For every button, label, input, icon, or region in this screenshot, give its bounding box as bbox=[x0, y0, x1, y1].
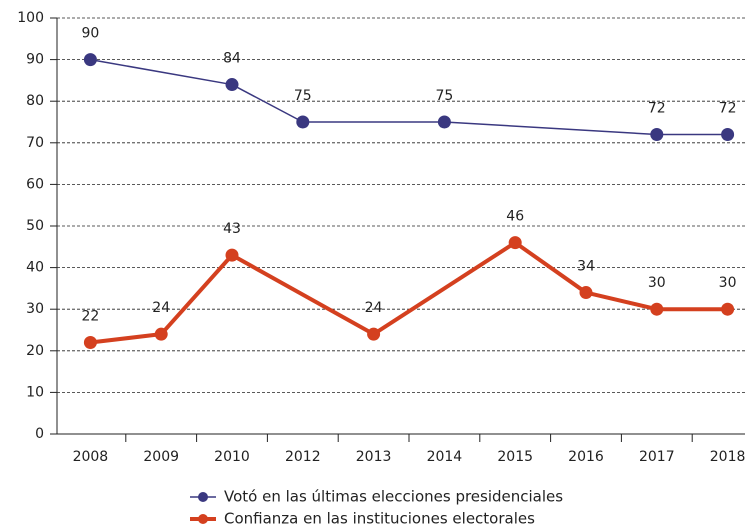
y-tick-label: 50 bbox=[26, 218, 44, 234]
legend-marker bbox=[198, 492, 208, 502]
line-segment bbox=[231, 83, 304, 123]
y-tick-label: 30 bbox=[26, 301, 44, 317]
data-label: 24 bbox=[152, 300, 170, 316]
line-segment bbox=[444, 121, 657, 136]
x-tick-label: 2012 bbox=[285, 449, 321, 465]
data-label: 72 bbox=[648, 100, 666, 116]
data-point bbox=[296, 115, 310, 129]
x-tick-label: 2009 bbox=[143, 449, 179, 465]
line-segment bbox=[514, 241, 588, 295]
data-label: 90 bbox=[81, 26, 99, 42]
data-point bbox=[225, 78, 239, 92]
data-label: 30 bbox=[648, 275, 666, 291]
data-label: 46 bbox=[506, 209, 524, 225]
y-tick-label: 20 bbox=[26, 343, 44, 359]
line-segment bbox=[231, 253, 375, 336]
x-tick-label: 2015 bbox=[497, 449, 533, 465]
y-tick-label: 100 bbox=[17, 10, 44, 26]
y-tick-label: 10 bbox=[26, 384, 44, 400]
line-segment bbox=[90, 332, 162, 345]
x-tick-label: 2018 bbox=[710, 449, 746, 465]
data-label: 24 bbox=[365, 300, 383, 316]
data-point bbox=[154, 327, 168, 341]
y-tick-label: 80 bbox=[26, 93, 44, 109]
x-tick-label: 2014 bbox=[427, 449, 463, 465]
x-tick-label: 2017 bbox=[639, 449, 675, 465]
line-segment bbox=[585, 290, 658, 312]
data-point bbox=[579, 286, 593, 300]
data-point bbox=[650, 302, 664, 316]
data-point bbox=[437, 115, 451, 129]
x-tick-label: 2010 bbox=[214, 449, 250, 465]
y-tick-label: 40 bbox=[26, 260, 44, 276]
legend-marker bbox=[198, 514, 208, 524]
data-label: 43 bbox=[223, 221, 241, 237]
data-point bbox=[83, 335, 97, 349]
data-label: 34 bbox=[577, 259, 595, 275]
data-point bbox=[721, 127, 735, 141]
line-segment bbox=[159, 253, 234, 336]
legend-label: Votó en las últimas elecciones presidenc… bbox=[224, 488, 563, 506]
legend-label: Confianza en las instituciones electoral… bbox=[224, 510, 535, 528]
data-point bbox=[650, 127, 664, 141]
line-segment bbox=[372, 240, 517, 336]
data-label: 72 bbox=[719, 100, 737, 116]
y-tick-label: 0 bbox=[35, 426, 44, 442]
data-point bbox=[225, 248, 239, 262]
data-label: 22 bbox=[81, 308, 99, 324]
data-label: 30 bbox=[719, 275, 737, 291]
data-point bbox=[508, 236, 522, 250]
y-tick-label: 90 bbox=[26, 52, 44, 68]
x-tick-label: 2008 bbox=[73, 449, 109, 465]
line-segment bbox=[90, 58, 233, 86]
legend: Votó en las últimas elecciones presidenc… bbox=[190, 488, 563, 528]
data-label: 84 bbox=[223, 51, 241, 67]
data-point bbox=[721, 302, 735, 316]
y-tick-label: 60 bbox=[26, 176, 44, 192]
data-label: 75 bbox=[294, 88, 312, 104]
data-label: 75 bbox=[435, 88, 453, 104]
x-tick-label: 2016 bbox=[568, 449, 604, 465]
x-tick-label: 2013 bbox=[356, 449, 392, 465]
data-point bbox=[367, 327, 381, 341]
y-tick-label: 70 bbox=[26, 135, 44, 151]
data-point bbox=[83, 53, 97, 67]
